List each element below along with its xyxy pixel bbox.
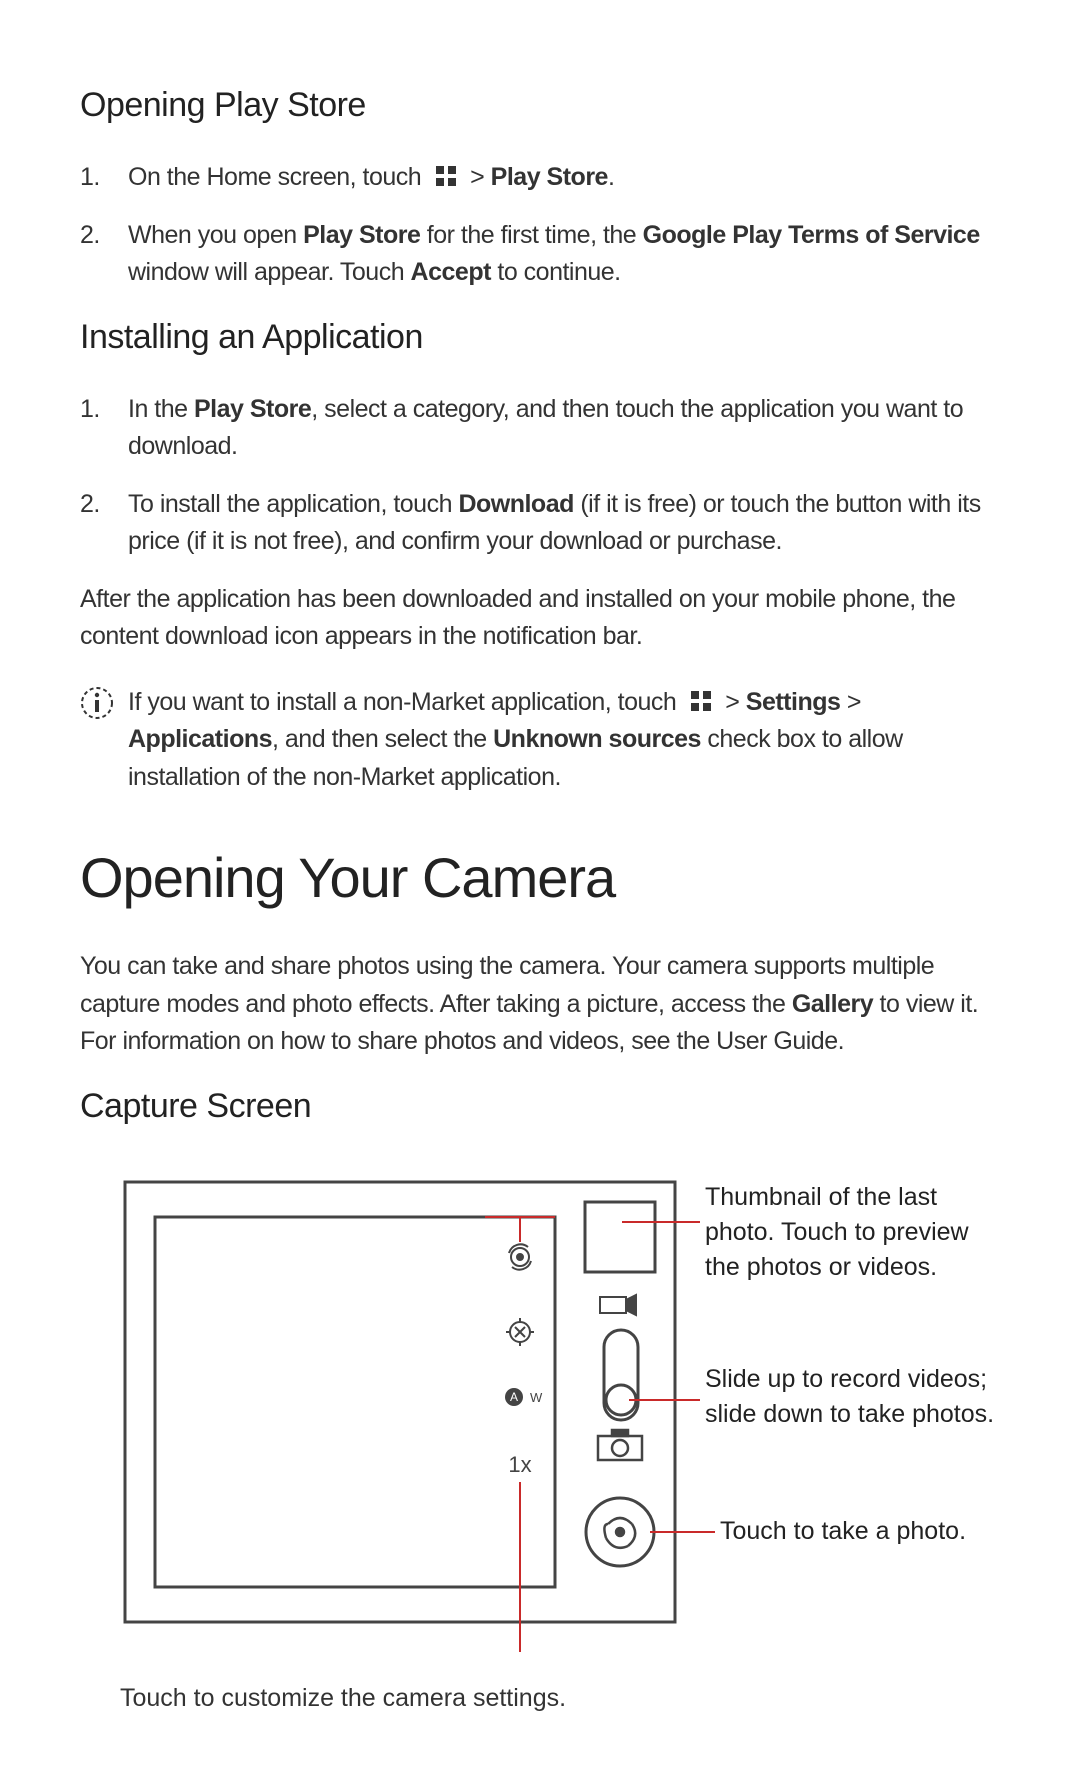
callout-shutter: Touch to take a photo. [720, 1514, 1010, 1549]
info-icon [80, 686, 114, 720]
heading-installing-application: Installing an Application [80, 312, 1000, 363]
text-bold: Applications [128, 725, 272, 753]
text-bold: Play Store [491, 163, 608, 191]
text: To install the application, touch [128, 490, 458, 518]
capture-screen-diagram: A W 1x Thumbnail of the last photo. Touc… [80, 1162, 1000, 1662]
text: On the Home screen, touch [128, 163, 428, 191]
text-bold: Settings [746, 688, 841, 716]
note-text: If you want to install a non-Market appl… [128, 684, 1000, 797]
text: > [840, 688, 861, 716]
text-bold: Google Play Terms of Service [643, 221, 980, 249]
zoom-label: 1x [508, 1452, 531, 1477]
apps-grid-icon [434, 164, 458, 188]
list-item: 2. When you open Play Store for the firs… [80, 217, 1000, 292]
text-bold: Accept [411, 258, 491, 286]
text: , and then select the [272, 725, 493, 753]
text: for the first time, the [420, 221, 642, 249]
wb-label: W [530, 1390, 543, 1405]
text: When you open [128, 221, 303, 249]
text-bold: Download [458, 490, 573, 518]
list-number: 1. [80, 391, 100, 429]
paragraph-after-install: After the application has been downloade… [80, 581, 1000, 656]
text: to continue. [491, 258, 621, 286]
callout-settings: Touch to customize the camera settings. [120, 1680, 1000, 1718]
list-opening-play-store: 1. On the Home screen, touch > Play Stor… [80, 159, 1000, 292]
text: > [470, 163, 491, 191]
note-block: If you want to install a non-Market appl… [80, 684, 1000, 797]
heading-capture-screen: Capture Screen [80, 1081, 1000, 1132]
list-item: 1. On the Home screen, touch > Play Stor… [80, 159, 1000, 197]
callout-slider: Slide up to record videos; slide down to… [705, 1362, 995, 1432]
list-number: 2. [80, 486, 100, 524]
text: . [608, 163, 614, 191]
heading-opening-camera: Opening Your Camera [80, 836, 1000, 920]
text: In the [128, 395, 194, 423]
apps-grid-icon [689, 689, 713, 713]
list-number: 2. [80, 217, 100, 255]
text-bold: Unknown sources [493, 725, 701, 753]
text: If you want to install a non-Market appl… [128, 688, 683, 716]
list-item: 2. To install the application, touch Dow… [80, 486, 1000, 561]
callout-thumbnail: Thumbnail of the last photo. Touch to pr… [705, 1180, 995, 1285]
text-bold: Play Store [303, 221, 420, 249]
list-item: 1. In the Play Store, select a category,… [80, 391, 1000, 466]
text-bold: Play Store [194, 395, 311, 423]
text-bold: Gallery [792, 990, 873, 1018]
paragraph-camera-intro: You can take and share photos using the … [80, 948, 1000, 1061]
list-installing-application: 1. In the Play Store, select a category,… [80, 391, 1000, 561]
svg-text:A: A [510, 1390, 518, 1404]
text: window will appear. Touch [128, 258, 411, 286]
heading-opening-play-store: Opening Play Store [80, 80, 1000, 131]
text: > [725, 688, 746, 716]
list-number: 1. [80, 159, 100, 197]
